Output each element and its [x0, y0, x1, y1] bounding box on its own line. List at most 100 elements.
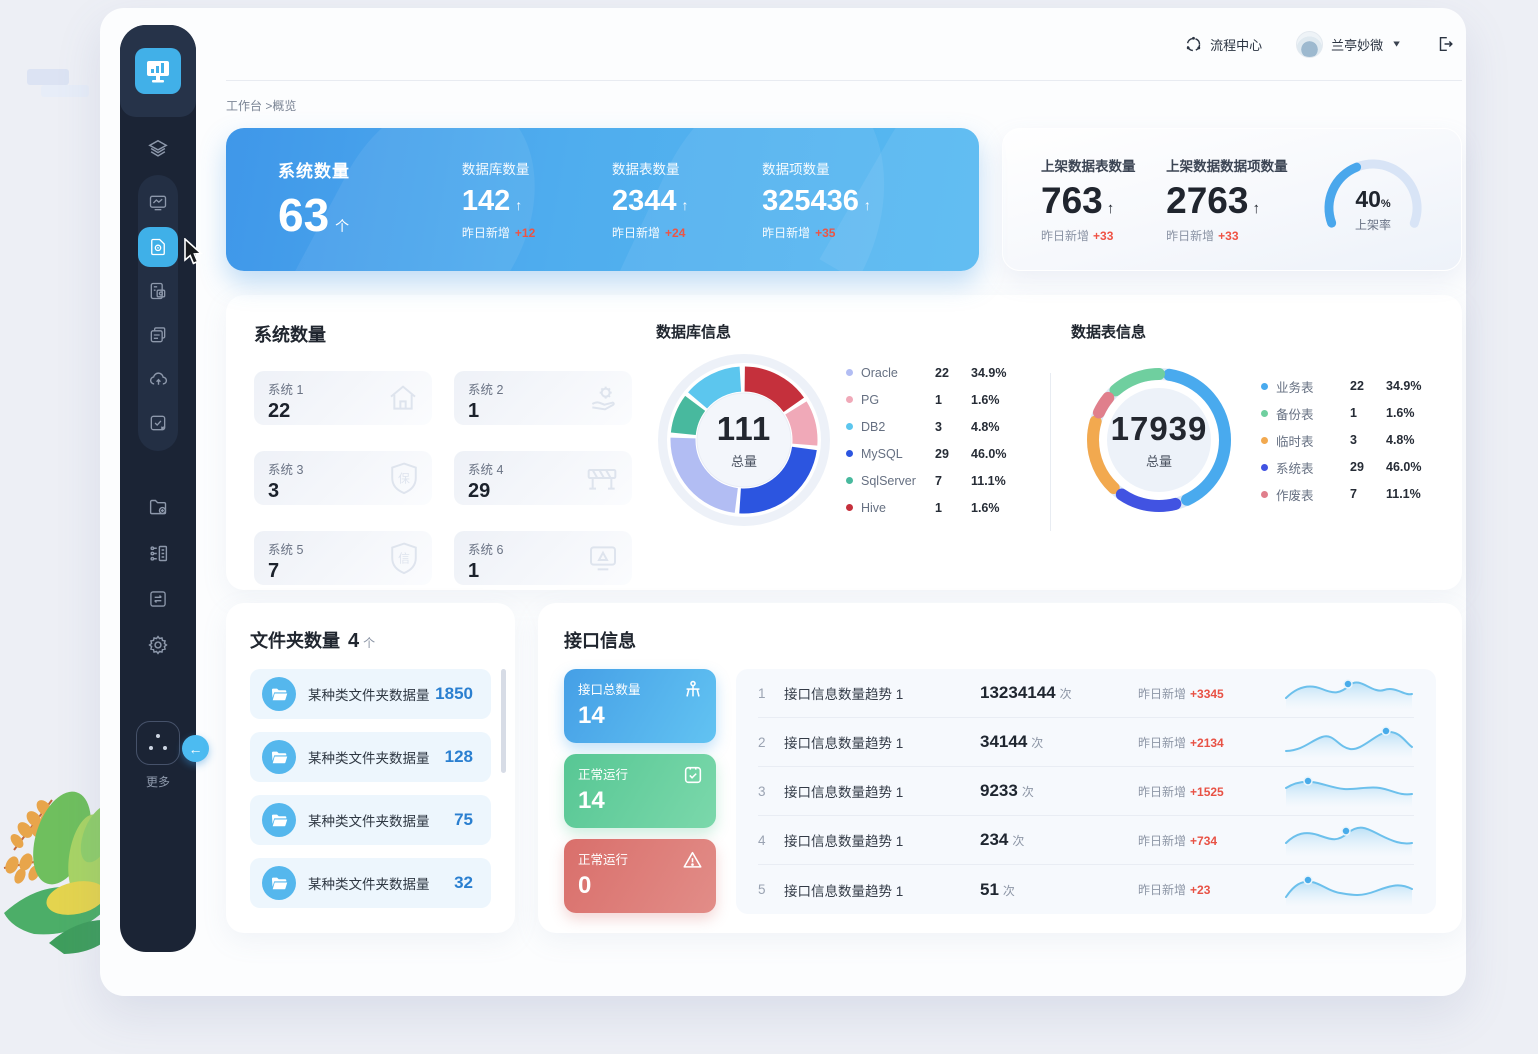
sidebar-item-monitor-chart[interactable] [138, 183, 178, 223]
table-row: 3 接口信息数量趋势 1 9233 次 昨日新增 +1525 [758, 767, 1414, 816]
folder-label: 某种类文件夹数据量 [308, 814, 430, 829]
api-error-card: 正常运行 0 [564, 839, 716, 913]
row-name: 接口信息数量趋势 1 [784, 834, 904, 849]
table-row: 1 接口信息数量趋势 1 13234144 次 昨日新增 +3345 [758, 669, 1414, 718]
up-arrow-icon: ↑ [1252, 200, 1260, 217]
folder-value: 75 [454, 810, 473, 829]
sidebar-more: 更多 [120, 721, 196, 790]
mini-card-value: 0 [578, 872, 592, 899]
breadcrumb: 工作台 >概览 [226, 97, 1462, 114]
sidebar-group [138, 175, 178, 451]
legend-item: 作废表 7 11.1% [1261, 481, 1434, 508]
system-tile: 系统 1 22 [254, 371, 432, 425]
table-donut-chart: 17939 总量 [1071, 352, 1247, 528]
sidebar-item-folder-plus[interactable] [138, 487, 178, 527]
tile-label: 系统 3 [268, 463, 304, 477]
table-total: 17939 [1110, 410, 1208, 447]
user-name: 兰亭妙微 [1331, 37, 1384, 53]
more-label: 更多 [145, 775, 170, 789]
hero-stat: 数据库数量 142 ↑ 昨日新增 +12 [462, 158, 612, 241]
breadcrumb-separator: > [265, 99, 273, 113]
gear-hand-icon [591, 386, 615, 411]
folder-list-item[interactable]: 某种类文件夹数据量 1850 [250, 669, 491, 719]
hero-stats-card: 系统数量 63 个 数据库数量 142 ↑ 昨日新增 +12 数据表数量 2344 ↑ … [226, 128, 979, 271]
stat-label: 数据项数量 [762, 162, 830, 177]
gauge-value: 40 [1355, 185, 1381, 212]
stat-value: 2344 [612, 185, 677, 217]
row-value: 13234144 [980, 683, 1056, 702]
robot-icon [686, 680, 700, 697]
sidebar-item-layers[interactable] [138, 129, 178, 169]
sidebar-item-cloud-upload[interactable] [138, 359, 178, 399]
legend-item: Oracle 22 34.9% [846, 359, 1019, 386]
home-icon [390, 385, 416, 410]
sidebar-item-task-check[interactable] [138, 403, 178, 443]
delta-value: +33 [1093, 229, 1114, 243]
listing-stat: 上架数据表数量 763 ↑ 昨日新增 +33 [1041, 155, 1166, 244]
delta-label: 昨日新增 [1041, 229, 1090, 243]
systems-card: 系统数量 系统 1 22 系统 2 1 [226, 295, 1462, 590]
folders-count-unit: 个 [363, 636, 376, 650]
delta-value: +12 [514, 226, 536, 240]
breadcrumb-section[interactable]: 工作台 [226, 99, 263, 113]
mini-card-label: 正常运行 [578, 768, 629, 782]
user-menu[interactable]: 兰亭妙微 ▼ [1296, 30, 1402, 58]
process-center-icon [1186, 36, 1201, 51]
sidebar-item-transfer[interactable] [138, 579, 178, 619]
app-logo [135, 48, 181, 94]
stat-label: 系统数量 [278, 162, 350, 181]
delta-label: 昨日新增 [1138, 686, 1187, 701]
row-unit: 次 [1021, 785, 1034, 799]
system-tiles: 系统 1 22 系统 2 1 [254, 371, 656, 585]
tile-value: 22 [268, 400, 291, 422]
stat-value: 142 [461, 185, 511, 217]
sidebar-collapse-button[interactable]: ← [182, 735, 209, 762]
hero-primary-stat: 系统数量 63 个 [278, 157, 462, 242]
delta-value: +33 [1218, 229, 1239, 243]
folders-count: 4 [348, 630, 360, 652]
more-button[interactable] [136, 721, 180, 765]
chevron-down-icon: ▼ [1391, 39, 1402, 49]
table-row: 4 接口信息数量趋势 1 234 次 昨日新增 +734 [758, 816, 1414, 865]
folder-list-item[interactable]: 某种类文件夹数据量 75 [250, 795, 491, 845]
tile-value: 7 [268, 560, 280, 582]
tile-label: 系统 2 [468, 383, 504, 397]
shield-bao-icon: 保 [391, 462, 417, 495]
db-total: 111 [716, 410, 772, 447]
stat-label: 上架数据数据项数量 [1166, 159, 1288, 174]
row-index: 1 [758, 685, 766, 701]
warning-icon [683, 851, 702, 868]
sidebar-item-data-tree[interactable] [138, 533, 178, 573]
folder-list-item[interactable]: 某种类文件夹数据量 128 [250, 732, 491, 782]
process-center-button[interactable]: 流程中心 [1185, 35, 1262, 54]
gauge-unit: % [1380, 197, 1391, 210]
folder-list-item[interactable]: 某种类文件夹数据量 32 [250, 858, 491, 908]
tile-value: 3 [268, 480, 280, 502]
sidebar-item-data-service-active[interactable] [138, 227, 178, 267]
delta-label: 昨日新增 [1138, 784, 1187, 799]
logout-button[interactable] [1436, 35, 1454, 53]
sidebar-item-settings[interactable] [138, 625, 178, 665]
row-index: 4 [758, 832, 766, 848]
folder-label: 某种类文件夹数据量 [308, 751, 430, 766]
folder-value: 1850 [435, 684, 473, 703]
api-total-card: 接口总数量 14 [564, 669, 716, 743]
legend-item: Hive 1 1.6% [846, 494, 1019, 521]
delta-value: +35 [815, 226, 836, 240]
tile-value: 1 [468, 560, 480, 582]
tile-value: 29 [468, 480, 491, 502]
avatar [1296, 30, 1324, 58]
row-name: 接口信息数量趋势 1 [784, 687, 904, 702]
delta-value: +2134 [1190, 735, 1224, 750]
trend-sparkline [1285, 874, 1413, 907]
calendar-check-icon [684, 766, 702, 784]
tile-label: 系统 5 [268, 543, 304, 557]
folder-list-scrollbar[interactable] [501, 669, 506, 773]
legend-item: DB2 3 4.8% [846, 413, 1019, 440]
row-value: 34144 [980, 732, 1028, 751]
app-window: 更多 ← 流程中心 兰亭妙微 ▼ [100, 8, 1466, 996]
stat-value: 63 [278, 189, 330, 241]
sidebar-item-doc-settings[interactable] [138, 271, 178, 311]
sidebar-item-copies[interactable] [138, 315, 178, 355]
listing-stats-card: 上架数据表数量 763 ↑ 昨日新增 +33 上架数据数据项数量 2763 ↑ 昨日新… [1002, 128, 1462, 271]
